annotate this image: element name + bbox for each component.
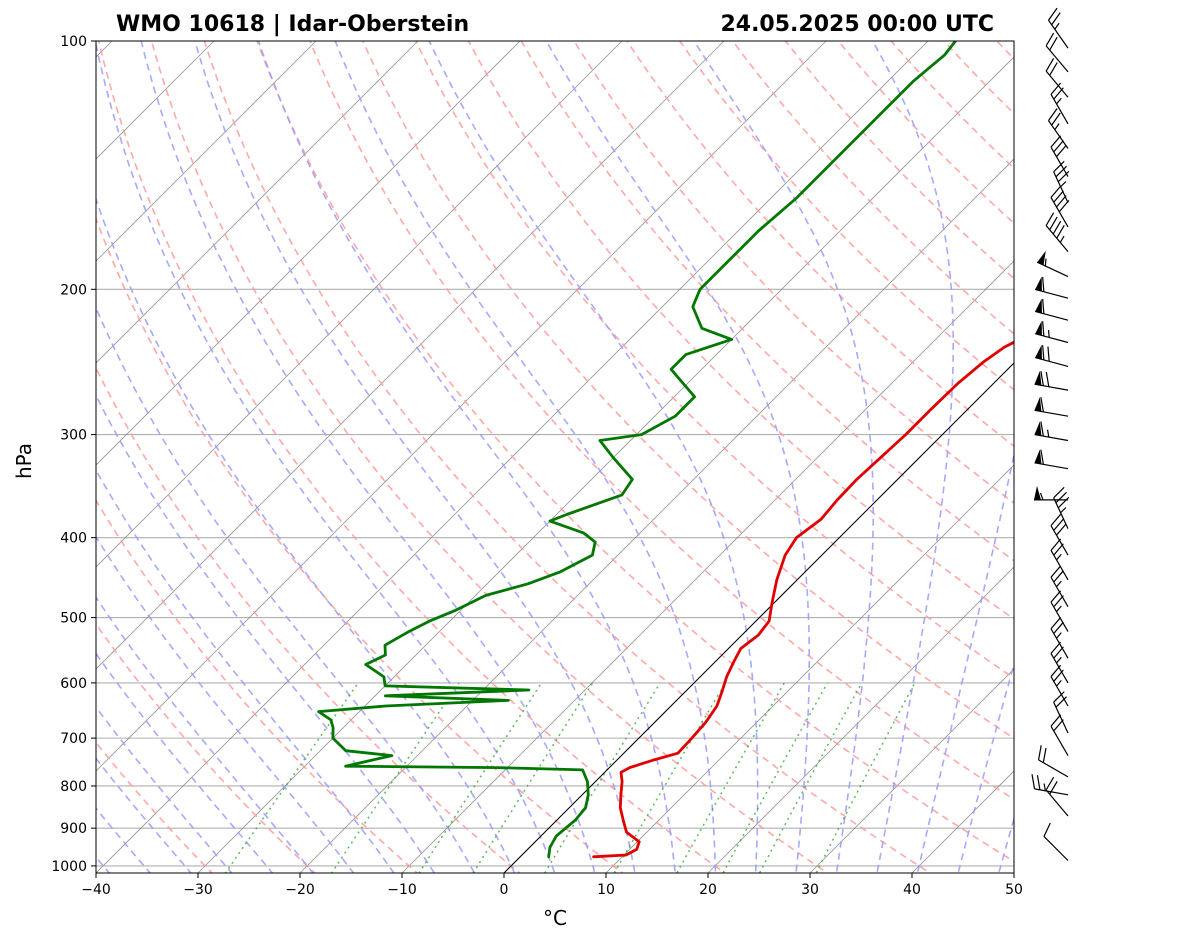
y-tick-label: 300 (60, 428, 87, 444)
y-tick-label: 900 (60, 821, 87, 837)
x-tick-label: 0 (500, 882, 509, 898)
x-tick-label: −40 (81, 882, 111, 898)
x-tick-label: 20 (699, 882, 717, 898)
x-tick-label: 40 (903, 882, 921, 898)
y-tick-label: 400 (60, 531, 87, 547)
x-axis-label: °C (543, 906, 567, 930)
y-tick-label: 600 (60, 676, 87, 692)
y-axis-label: hPa (12, 443, 36, 479)
chart-title-left: WMO 10618 | Idar-Oberstein (116, 12, 469, 37)
y-tick-label: 700 (60, 731, 87, 747)
x-tick-label: −30 (183, 882, 213, 898)
y-tick-label: 100 (60, 34, 87, 50)
y-tick-label: 800 (60, 779, 87, 795)
chart-title-right: 24.05.2025 00:00 UTC (720, 12, 994, 37)
x-tick-label: −10 (387, 882, 417, 898)
y-tick-label: 200 (60, 282, 87, 298)
y-tick-label: 500 (60, 611, 87, 627)
x-tick-label: −20 (285, 882, 315, 898)
x-tick-label: 50 (1005, 882, 1023, 898)
y-tick-label: 1000 (51, 859, 87, 875)
x-tick-label: 10 (597, 882, 615, 898)
x-tick-label: 30 (801, 882, 819, 898)
